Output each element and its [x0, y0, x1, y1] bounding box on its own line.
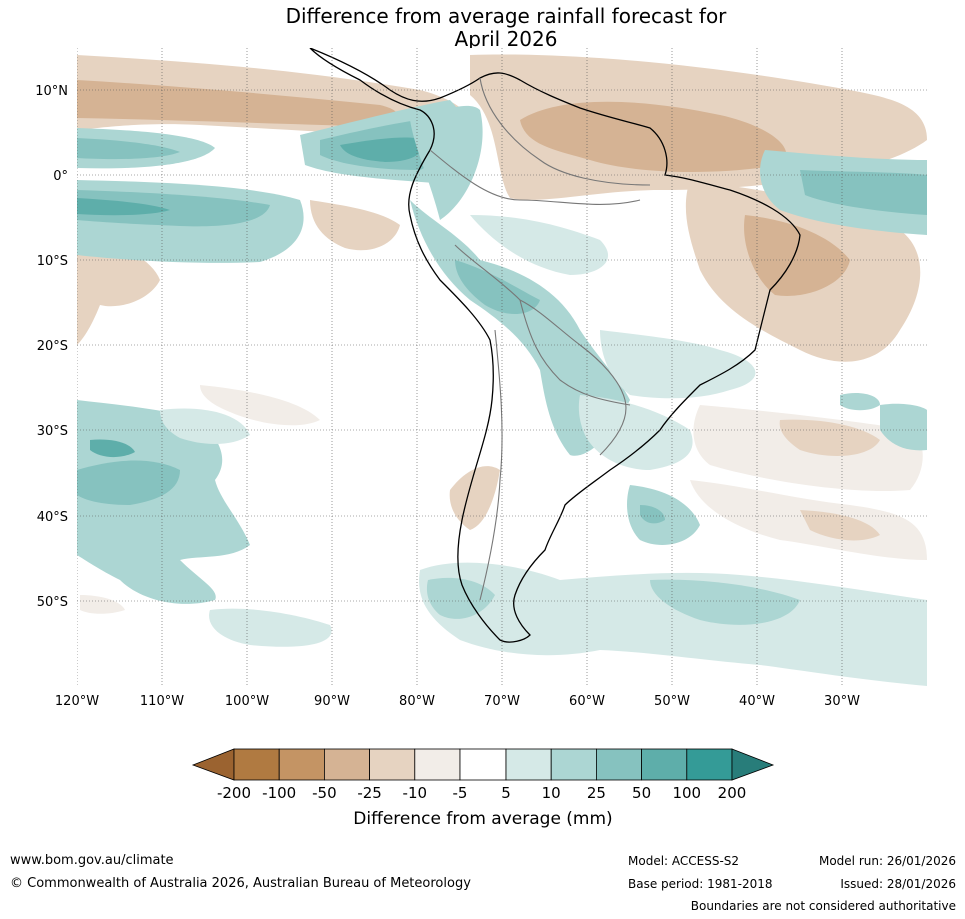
- base-period: Base period: 1981-2018: [628, 877, 773, 891]
- colorbar-swatch: [233, 748, 280, 781]
- issued-date: Issued: 28/01/2026: [840, 877, 956, 891]
- colorbar-tick: 5: [501, 784, 511, 802]
- colorbar-title: Difference from average (mm): [353, 809, 612, 829]
- colorbar-swatch: [686, 748, 733, 781]
- lon-label: 80°W: [399, 694, 435, 709]
- lon-label: 70°W: [484, 694, 520, 709]
- colorbar-tick: 10: [542, 784, 561, 802]
- coastlines: [309, 48, 801, 643]
- model-name: Model: ACCESS-S2: [628, 854, 740, 868]
- colorbar-high-arrow: [731, 748, 775, 781]
- lat-label: 10°N: [35, 84, 68, 99]
- lon-label: 90°W: [314, 694, 350, 709]
- colorbar-swatch: [369, 748, 416, 781]
- colorbar-swatch: [278, 748, 325, 781]
- colorbar-tick: -25: [357, 784, 382, 802]
- lon-label: 60°W: [569, 694, 605, 709]
- lon-label: 40°W: [739, 694, 775, 709]
- lat-label: 30°S: [37, 424, 68, 439]
- lon-label: 50°W: [654, 694, 690, 709]
- colorbar-legend: [191, 748, 775, 781]
- colorbar-tick: -100: [262, 784, 296, 802]
- boundaries-disclaimer: Boundaries are not considered authoritat…: [690, 899, 956, 913]
- lon-label: 120°W: [55, 694, 99, 709]
- colorbar-tick: -50: [312, 784, 337, 802]
- model-run-date: Model run: 26/01/2026: [818, 854, 956, 868]
- colorbar-swatch: [641, 748, 688, 781]
- colorbar-tick: -200: [217, 784, 251, 802]
- lon-label: 30°W: [824, 694, 860, 709]
- country-borders: [429, 77, 651, 601]
- colorbar-low-arrow: [191, 748, 235, 781]
- colorbar-swatch: [459, 748, 507, 781]
- colorbar-tick: 25: [587, 784, 606, 802]
- lon-label: 100°W: [225, 694, 269, 709]
- colorbar-swatch: [505, 748, 552, 781]
- colorbar-tick: -5: [453, 784, 468, 802]
- wet-anomaly-regions: [77, 100, 927, 686]
- colorbar-tick: -10: [403, 784, 428, 802]
- lat-label: 40°S: [37, 510, 68, 525]
- lat-label: 50°S: [37, 595, 68, 610]
- colorbar-tick: 200: [718, 784, 747, 802]
- colorbar-swatch: [596, 748, 643, 781]
- graticule: [77, 48, 927, 686]
- map-title: Difference from average rainfall forecas…: [285, 4, 727, 28]
- colorbar-tick: 100: [672, 784, 701, 802]
- colorbar-tick: 50: [632, 784, 651, 802]
- map-panel: [77, 48, 927, 686]
- copyright-notice: © Commonwealth of Australia 2026, Austra…: [10, 876, 471, 891]
- colorbar-swatch: [550, 748, 597, 781]
- lat-label: 20°S: [37, 339, 68, 354]
- lat-label: 0°: [53, 169, 68, 184]
- lat-label: 10°S: [37, 254, 68, 269]
- map-title-period: April 2026: [454, 27, 558, 51]
- lon-label: 110°W: [140, 694, 184, 709]
- colorbar-swatch: [323, 748, 370, 781]
- colorbar-swatch: [414, 748, 461, 781]
- website-link[interactable]: www.bom.gov.au/climate: [10, 853, 174, 868]
